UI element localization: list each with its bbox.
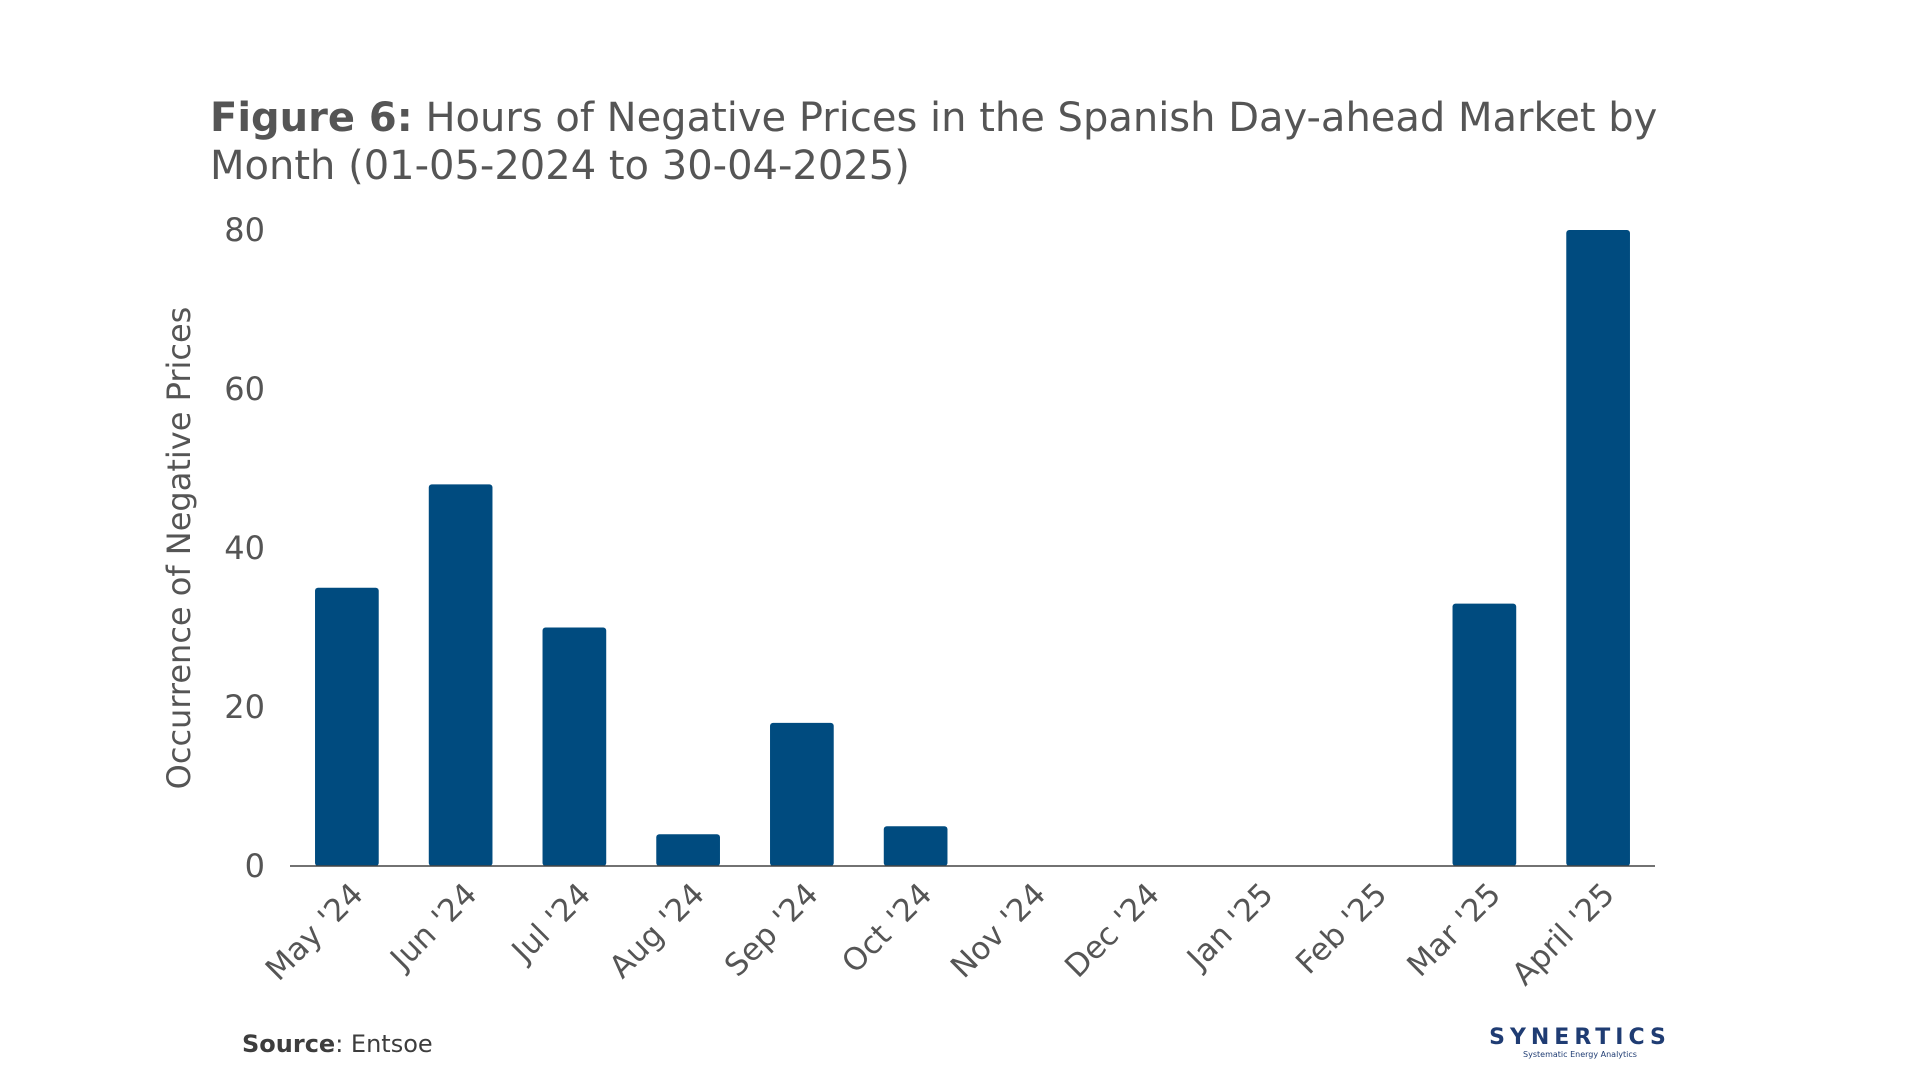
x-tick-label: Feb '25 [1289,876,1394,981]
y-tick-label: 80 [224,211,265,249]
x-tick-label: Jan '25 [1179,876,1281,978]
y-tick-label: 60 [224,370,265,408]
x-tick-label: Sep '24 [718,876,826,984]
x-tick-label: Jun '24 [382,876,484,978]
figure-number: Figure 6: [210,95,413,141]
bar [883,826,948,866]
logo-name: SYNERTICS [1489,1025,1671,1050]
x-tick-label: Mar '25 [1400,876,1508,984]
figure-caption: Hours of Negative Prices in the Spanish … [210,95,1658,189]
bars [315,230,1630,866]
bar [428,484,493,866]
chart-title: Figure 6: Hours of Negative Prices in th… [210,94,1710,190]
bar [315,587,379,866]
bar [656,834,720,866]
source-label: Source [242,1030,336,1058]
x-tick-label: Aug '24 [603,876,712,985]
y-axis-label: Occurrence of Negative Prices [160,307,198,790]
source-value: : Entsoe [335,1030,433,1058]
bar [1452,603,1517,866]
x-axis: May '24 Jun '24 Jul '24 Aug '24 Sep '24 Oct '… [259,876,1622,992]
x-tick-label: Jul '24 [504,876,598,970]
logo-tagline: Systematic Energy Analytics [1523,1050,1637,1059]
x-tick-label: Oct '24 [835,876,939,980]
y-tick-label: 40 [224,529,265,567]
y-axis: 0 20 40 60 80 [224,211,265,885]
x-tick-label: Nov '24 [944,876,1053,985]
bar [770,722,834,866]
x-tick-label: Dec '24 [1058,876,1167,985]
y-tick-label: 20 [224,688,265,726]
source-note: Source: Entsoe [242,1030,433,1058]
x-tick-label: May '24 [259,876,371,988]
bar [542,627,607,866]
synertics-logo: SYNERTICS Systematic Energy Analytics [1480,1026,1680,1060]
y-tick-label: 0 [245,847,265,885]
bar [1566,230,1630,866]
x-tick-label: April '25 [1505,876,1621,992]
